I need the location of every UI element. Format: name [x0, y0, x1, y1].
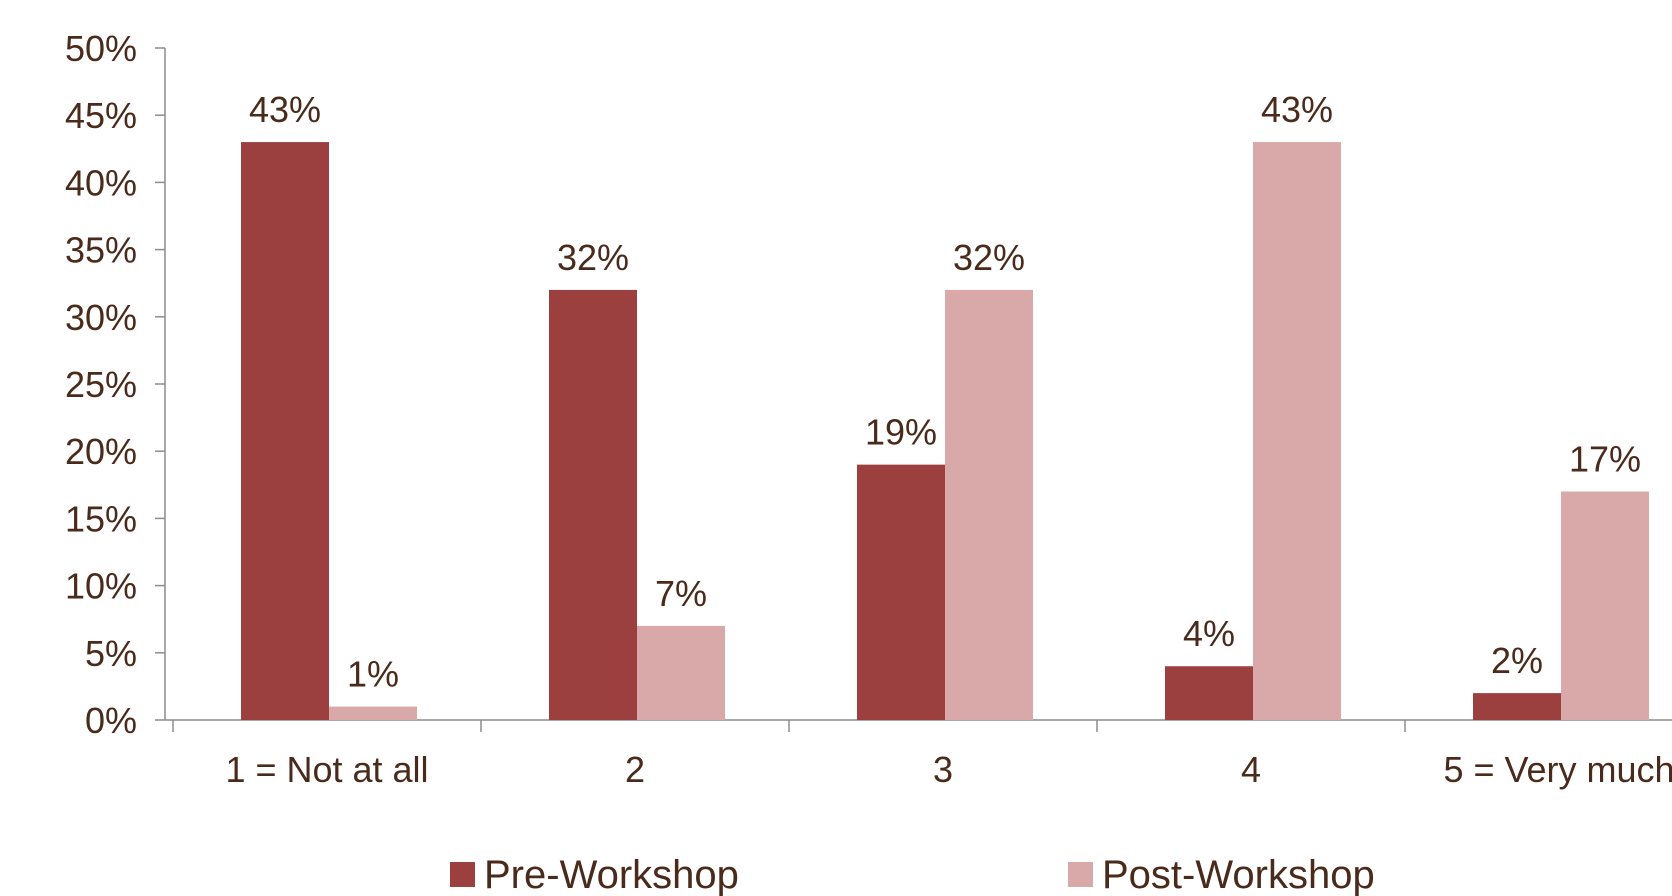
data-label: 7% [655, 573, 707, 614]
legend: Pre-Workshop Post-Workshop [450, 853, 1375, 896]
legend-label: Post-Workshop [1102, 853, 1375, 896]
data-label: 32% [953, 237, 1025, 278]
y-axis: 0% 5% 10% 15% 20% 25% 30% 35% 40% 45% 50% [65, 28, 166, 741]
y-tick-label: 5% [85, 633, 137, 674]
bar-pre-workshop-2 [857, 464, 945, 720]
y-tick-label: 30% [65, 297, 137, 338]
x-tick-label: 1 = Not at all [225, 749, 428, 790]
bar-post-workshop-1 [637, 625, 725, 720]
x-tick-label: 5 = Very much [1443, 749, 1672, 790]
legend-swatch-post-workshop [1068, 862, 1093, 887]
x-axis: 1 = Not at all 2 3 4 5 = Very much [165, 719, 1672, 790]
data-label: 43% [249, 89, 321, 130]
data-label: 17% [1569, 439, 1641, 480]
y-tick-label: 35% [65, 230, 137, 271]
x-tick-label: 2 [625, 749, 645, 790]
data-label: 32% [557, 237, 629, 278]
bar-pre-workshop-3 [1165, 666, 1253, 720]
data-label: 2% [1491, 640, 1543, 681]
data-label: 4% [1183, 613, 1235, 654]
y-tick-label: 0% [85, 700, 137, 741]
legend-label: Pre-Workshop [484, 853, 739, 896]
data-labels: 43% 32% 19% 4% 2% 1% 7% 32% 43% 17% [249, 89, 1641, 694]
y-tick-label: 50% [65, 28, 137, 69]
data-label: 19% [865, 412, 937, 453]
y-tick-label: 15% [65, 498, 137, 539]
x-tick-label: 4 [1241, 749, 1261, 790]
y-tick-label: 40% [65, 162, 137, 203]
y-tick-label: 45% [65, 95, 137, 136]
y-tick-label: 20% [65, 431, 137, 472]
data-label: 43% [1261, 89, 1333, 130]
bar-pre-workshop-1 [549, 289, 637, 720]
bars [241, 142, 1649, 720]
x-tick-label: 3 [933, 749, 953, 790]
bar-pre-workshop-0 [241, 142, 329, 720]
bar-post-workshop-0 [329, 706, 417, 720]
bar-pre-workshop-4 [1473, 693, 1561, 720]
y-tick-label: 25% [65, 364, 137, 405]
bar-post-workshop-4 [1561, 491, 1649, 720]
bar-post-workshop-2 [945, 289, 1033, 720]
legend-swatch-pre-workshop [450, 862, 475, 887]
data-label: 1% [347, 654, 399, 695]
bar-post-workshop-3 [1253, 142, 1341, 720]
y-tick-label: 10% [65, 566, 137, 607]
